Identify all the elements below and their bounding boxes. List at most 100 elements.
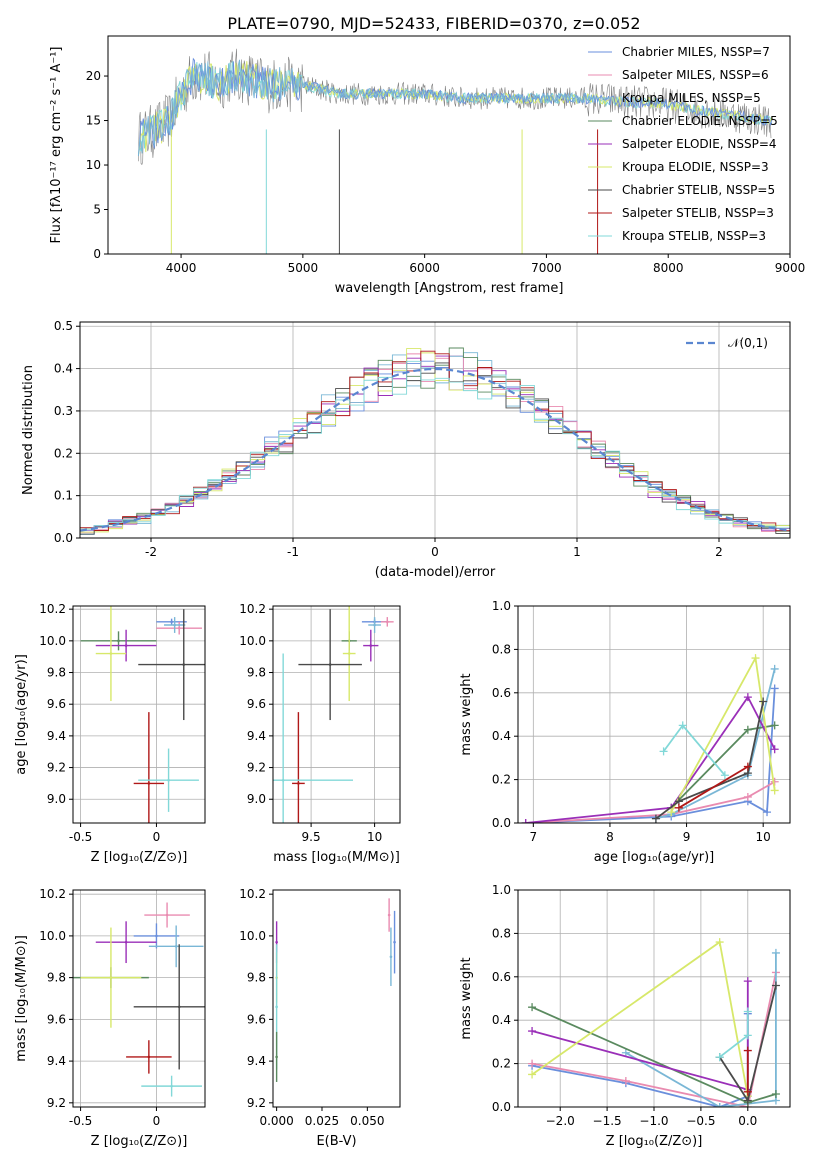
plot-area [80, 347, 790, 535]
chart-6: -0.5 0 9.2 9.4 9.6 9.8 10.0 10.2 Z [log₁₀(Z/Z⊙)]… [14, 887, 206, 1149]
x-axis-label: age [log₁₀(age/yr)] [594, 850, 715, 865]
series-marker [743, 1096, 752, 1105]
data-point [167, 778, 170, 782]
series-marker [743, 1087, 752, 1096]
x-tick-label: 0 [431, 545, 439, 559]
figure-title: PLATE=0790, MJD=52433, FIBERID=0370, z=0… [227, 14, 640, 33]
data-point [275, 1055, 278, 1059]
weight-series-2 [525, 781, 776, 823]
data-point [147, 782, 151, 785]
y-tick-label: 0.0 [492, 816, 511, 830]
series-marker [771, 981, 780, 990]
observed-spectrum [138, 48, 772, 166]
y-tick-label: 9.4 [47, 1054, 66, 1068]
chart-2: -2 -1 0 1 2 0.0 0.1 0.2 0.3 0.4 0.5 (data-model)/er… [21, 319, 791, 580]
y-tick-label: 9.4 [47, 729, 66, 743]
legend-label: Kroupa MILES, NSSP=5 [622, 91, 761, 105]
x-axis-label: Z [log₁₀(Z/Z⊙)] [91, 1134, 188, 1149]
y-tick-label: 9.8 [47, 971, 66, 985]
data-point [170, 620, 173, 624]
data-point [328, 663, 332, 666]
data-point [387, 913, 391, 917]
residual-histogram-9 [80, 360, 790, 531]
y-tick-label: 0.2 [492, 773, 511, 787]
x-tick-label: 0.000 [259, 1114, 293, 1128]
data-point [147, 1055, 151, 1059]
plot-area [528, 938, 780, 1107]
x-tick-label: 4000 [166, 261, 197, 275]
axes-frame [79, 321, 791, 539]
x-tick-label: 9 [683, 830, 691, 844]
y-tick-label: 15 [86, 114, 101, 128]
x-tick-label: −1.5 [593, 1114, 622, 1128]
y-tick-label: 10.0 [239, 929, 266, 943]
x-tick-label: 0 [153, 830, 161, 844]
x-tick-label: 7000 [531, 261, 562, 275]
x-tick-label: 0.050 [350, 1114, 384, 1128]
chart-4: 9.5 10 9.0 9.2 9.4 9.6 9.8 10.0 10.2 mass [log₁₀(… [239, 602, 401, 865]
data-point [124, 644, 128, 647]
data-point [124, 940, 128, 944]
data-point [369, 644, 373, 647]
series-marker [743, 1031, 752, 1040]
series-marker [621, 1076, 630, 1085]
legend-label: 𝒩(0,1) [728, 336, 768, 350]
axes-frame [517, 605, 791, 824]
chart-8: −2.0 −1.5 −1.0 −0.5 0.0 0.0 0.2 0.4 0.6 0.8 1.0 Z [… [459, 883, 791, 1149]
x-tick-label: −2.0 [546, 1114, 575, 1128]
series-marker [770, 721, 779, 730]
y-tick-label: 10.0 [39, 929, 66, 943]
data-point [173, 623, 176, 627]
y-tick-label: 9.2 [247, 761, 266, 775]
y-tick-label: 5 [93, 203, 101, 217]
series-marker [751, 654, 760, 663]
legend-label: Chabrier STELIB, NSSP=5 [622, 183, 775, 197]
legend-label: Chabrier MILES, NSSP=7 [622, 45, 770, 59]
series-marker [770, 786, 779, 795]
y-tick-label: 9.0 [47, 792, 66, 806]
y-tick-label: 9.0 [247, 792, 266, 806]
y-tick-label: 10.2 [39, 887, 66, 901]
x-tick-label: 1 [573, 545, 581, 559]
series-marker [759, 697, 768, 706]
series-marker [667, 808, 676, 817]
y-tick-label: 0.2 [492, 1057, 511, 1071]
x-tick-label: -2 [145, 545, 157, 559]
x-tick-label: 7 [530, 830, 538, 844]
x-tick-label: −0.5 [686, 1114, 715, 1128]
chart-7: 0.000 0.025 0.050 9.2 9.4 9.6 9.8 10.0 10.2 E(B-V… [239, 887, 401, 1149]
series-marker [715, 1053, 724, 1062]
series-marker [743, 693, 752, 702]
weight-series-5 [525, 695, 776, 823]
weight-series-6 [531, 940, 749, 1097]
y-tick-label: 0 [93, 247, 101, 261]
data-point [155, 934, 158, 938]
axes-frame [272, 605, 401, 824]
y-axis-label: age [log₁₀(age/yr)] [14, 654, 29, 775]
chart-3: -0.5 0 9.0 9.2 9.4 9.6 9.8 10.0 10.2 Z [log₁₀(Z/Z… [14, 602, 206, 865]
series-marker [521, 819, 530, 823]
y-tick-label: 9.6 [247, 697, 266, 711]
series-marker [528, 1070, 537, 1079]
plot-area [73, 902, 205, 1097]
series-marker [651, 814, 660, 823]
chart-1: 4000 5000 6000 7000 8000 9000 0 5 10 15 20 waveleng… [49, 35, 805, 296]
x-tick-label: −1.0 [639, 1114, 668, 1128]
y-tick-label: 0.3 [54, 404, 73, 418]
y-tick-label: 0.4 [54, 362, 73, 376]
y-tick-label: 9.8 [247, 971, 266, 985]
y-tick-label: 9.4 [247, 1054, 266, 1068]
legend-label: Kroupa STELIB, NSSP=3 [622, 229, 766, 243]
y-tick-label: 1.0 [492, 599, 511, 613]
y-tick-label: 10.2 [39, 602, 66, 616]
data-point [275, 1005, 278, 1009]
chart-5: 7 8 9 10 0.0 0.2 0.4 0.6 0.8 1.0 age [log₁₀(age/yr… [459, 599, 791, 865]
series-marker [528, 1027, 537, 1036]
x-tick-label: -1 [287, 545, 299, 559]
series-marker [743, 762, 752, 771]
series-marker [528, 1003, 537, 1012]
series-marker [621, 1048, 630, 1057]
series-marker [770, 745, 779, 754]
x-tick-label: -0.5 [69, 1114, 92, 1128]
